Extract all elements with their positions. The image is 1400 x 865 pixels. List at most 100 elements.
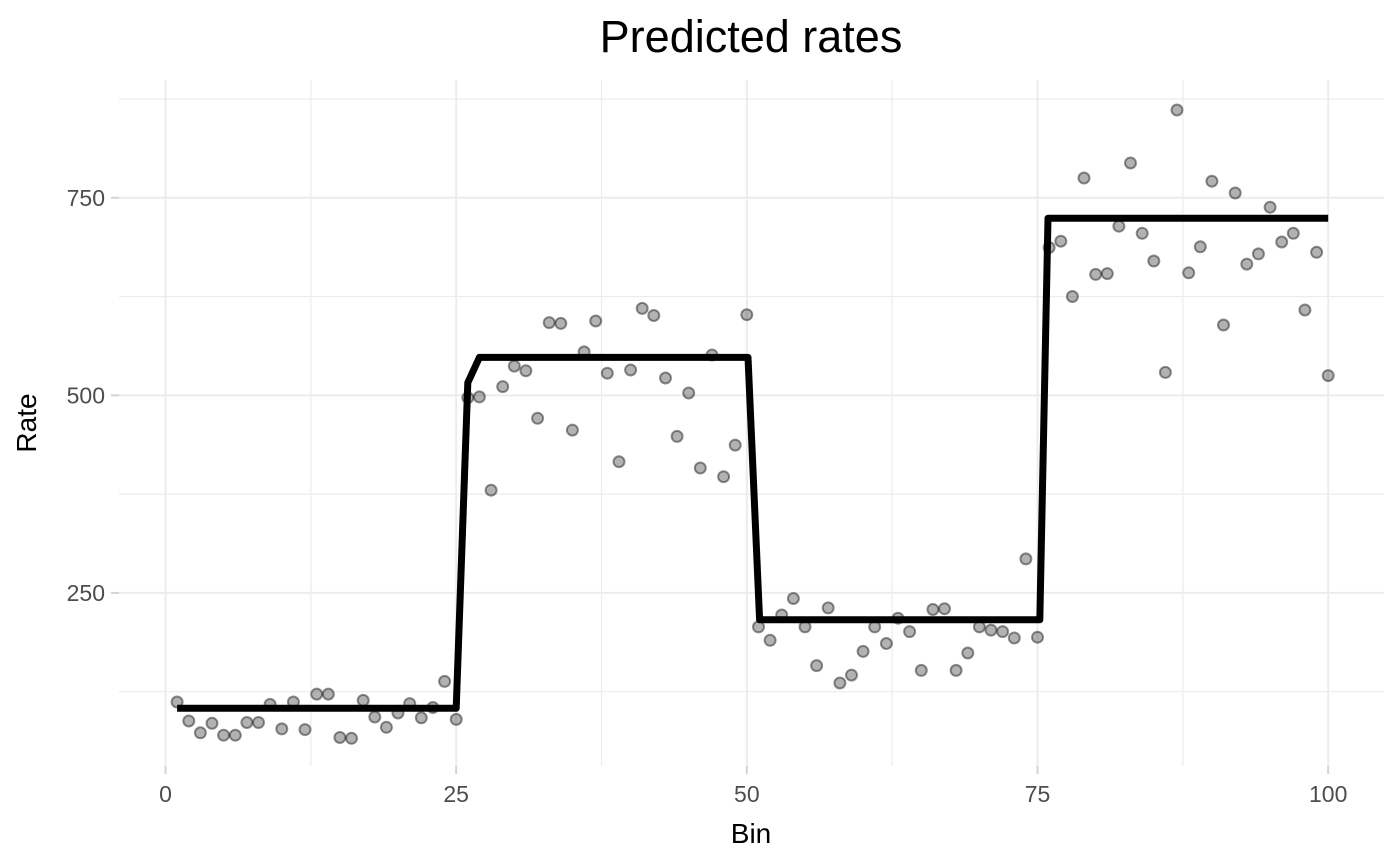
data-point	[554, 316, 568, 330]
data-point	[810, 659, 824, 673]
data-point	[612, 455, 626, 469]
data-point	[961, 646, 975, 660]
axis-tick-labels: 0 25 50 75 100 250 500 750	[67, 185, 1348, 807]
svg-text:75: 75	[1025, 781, 1051, 807]
data-point	[321, 687, 335, 701]
data-point	[926, 603, 940, 616]
data-point	[310, 687, 324, 701]
data-point	[182, 714, 196, 728]
data-point	[217, 728, 231, 742]
data-point	[763, 633, 777, 647]
svg-text:100: 100	[1309, 781, 1347, 807]
data-point	[438, 674, 452, 688]
data-point	[1182, 266, 1196, 280]
data-point	[903, 625, 917, 639]
data-point	[1217, 318, 1230, 332]
data-point	[728, 438, 742, 452]
data-point	[717, 470, 731, 484]
data-point	[879, 637, 893, 650]
data-point	[1077, 171, 1091, 185]
data-point	[298, 723, 312, 737]
data-point	[484, 483, 498, 497]
data-point	[1031, 630, 1044, 644]
svg-text:0: 0	[159, 781, 172, 807]
data-point	[845, 668, 858, 682]
data-point	[368, 710, 382, 724]
data-point	[670, 429, 684, 443]
data-point	[275, 722, 289, 736]
data-point	[1065, 290, 1079, 303]
data-point	[193, 726, 207, 740]
data-point	[1275, 235, 1289, 249]
data-point	[1263, 200, 1277, 214]
data-point	[600, 366, 614, 380]
axis-tick-marks	[111, 196, 1330, 774]
data-point	[1007, 631, 1021, 645]
data-point	[1193, 240, 1207, 254]
data-point	[507, 359, 521, 373]
data-point	[1321, 369, 1335, 383]
data-point	[1135, 226, 1149, 240]
svg-text:50: 50	[734, 781, 760, 807]
svg-text:25: 25	[443, 781, 469, 807]
data-point	[624, 363, 638, 377]
data-point	[519, 364, 533, 378]
data-point	[1310, 245, 1324, 259]
data-point	[1124, 156, 1137, 170]
data-point	[496, 380, 510, 394]
data-point	[252, 716, 265, 729]
data-point	[1251, 247, 1265, 261]
data-point	[659, 371, 672, 385]
data-point	[693, 461, 707, 475]
svg-text:250: 250	[67, 580, 105, 606]
data-point	[228, 728, 242, 742]
data-point	[1112, 219, 1126, 233]
chart-title: Predicted rates	[600, 11, 903, 62]
data-point	[1170, 103, 1184, 117]
data-point	[1240, 257, 1254, 271]
data-point	[1286, 226, 1300, 240]
data-point	[240, 716, 254, 729]
data-point	[205, 716, 219, 730]
data-point	[1054, 234, 1068, 248]
data-point	[635, 301, 649, 315]
data-point	[949, 663, 963, 677]
data-point	[984, 623, 998, 637]
svg-text:750: 750	[67, 185, 105, 211]
data-point	[589, 314, 603, 328]
data-point	[531, 411, 545, 425]
data-point	[938, 602, 951, 616]
data-point	[472, 390, 486, 404]
svg-text:500: 500	[67, 382, 105, 408]
x-axis-title: Bin	[731, 818, 771, 849]
data-point	[833, 676, 847, 690]
y-axis-title: Rate	[11, 393, 42, 452]
data-point	[1228, 186, 1242, 200]
data-point	[356, 693, 370, 707]
data-point	[1019, 552, 1033, 566]
data-point	[740, 308, 754, 322]
data-point	[542, 316, 556, 330]
fitted-step-line	[177, 214, 1329, 712]
data-point	[647, 309, 661, 322]
data-point	[856, 644, 870, 658]
data-point	[1298, 303, 1312, 317]
data-point	[1100, 267, 1114, 281]
data-point	[414, 711, 428, 725]
data-point	[1158, 365, 1172, 379]
data-point	[1205, 174, 1219, 188]
data-point	[786, 592, 800, 605]
data-point	[914, 663, 928, 677]
data-point	[449, 712, 463, 726]
data-point	[996, 625, 1010, 639]
data-point	[682, 386, 696, 400]
data-point	[379, 720, 393, 734]
data-point	[345, 731, 358, 745]
data-point	[1089, 267, 1103, 281]
scatter-points	[170, 103, 1335, 745]
data-point	[333, 731, 347, 744]
data-point	[565, 423, 579, 437]
data-point	[1147, 254, 1161, 268]
data-point	[821, 601, 835, 615]
